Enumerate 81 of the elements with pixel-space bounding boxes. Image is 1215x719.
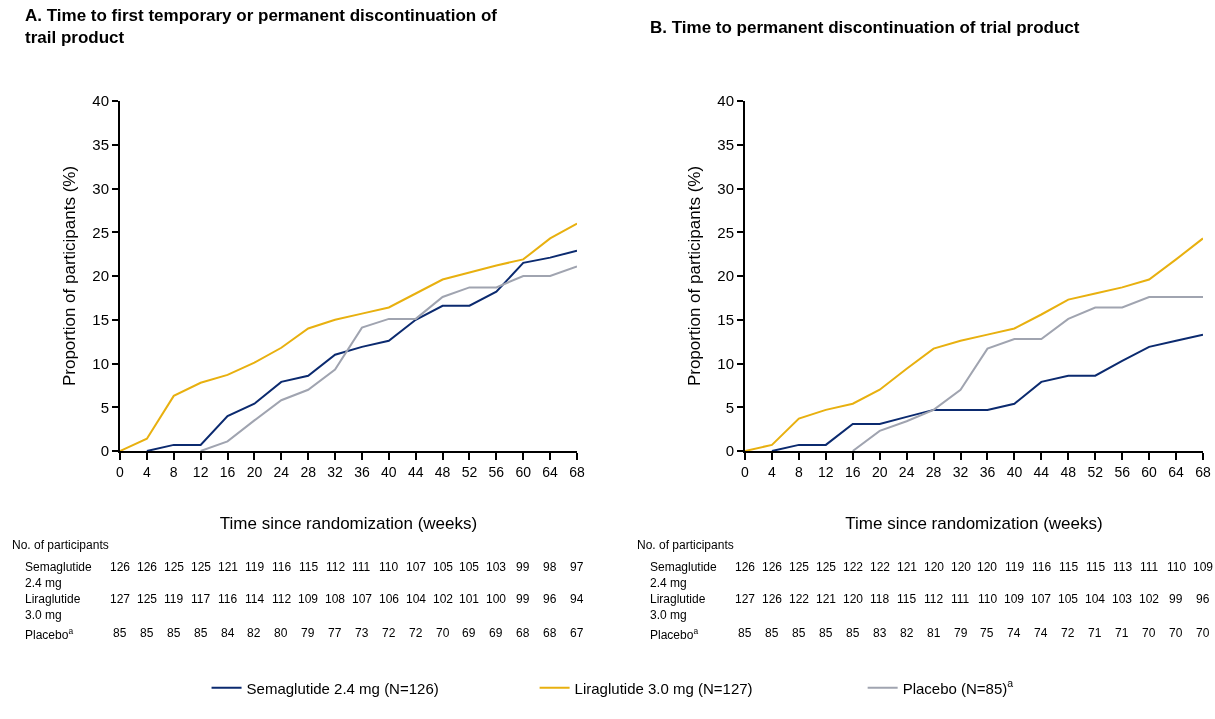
chart-title: B. Time to permanent discontinuation of trial product <box>650 18 1080 38</box>
x-tick-label: 20 <box>871 463 888 480</box>
text: 85 85 85 85 85 83 82 81 79 75 74 74 72 71 71 70 70 70 <box>738 626 1210 640</box>
y-tick-label: 10 <box>717 354 734 372</box>
y-tick-label: 35 <box>717 136 734 153</box>
y-tick-label: 25 <box>92 223 109 241</box>
x-tick-label: 36 <box>354 463 370 480</box>
line-series <box>199 265 577 451</box>
x-tick-label: 8 <box>794 463 803 480</box>
line-series <box>145 249 577 451</box>
text: 126 126 125 125 122 122 121 120 120 120 119 116 115 115 113 111 110 109 <box>735 560 1214 574</box>
y-tick-label: 30 <box>717 179 734 197</box>
x-tick-label: 16 <box>219 463 236 480</box>
x-tick-label: 32 <box>327 463 344 480</box>
text: Semaglutide 2.4 mg <box>650 560 718 590</box>
x-tick-label: 0 <box>116 463 125 480</box>
line-series <box>770 333 1203 451</box>
x-tick-label: 16 <box>844 463 861 480</box>
x-tick-label: 12 <box>192 463 209 480</box>
y-tick-label: 0 <box>725 442 734 460</box>
x-tick-label: 24 <box>898 463 915 480</box>
x-tick-label: 60 <box>1141 463 1158 480</box>
y-tick-label: 35 <box>92 136 109 153</box>
text: Semaglutide 2.4 mg <box>25 560 93 590</box>
line-series <box>851 296 1203 451</box>
legend-label: Placebo (N=85)$^{a}$ <box>902 677 1014 697</box>
x-tick-label: 56 <box>1114 463 1131 480</box>
y-tick-label: 20 <box>92 267 109 285</box>
x-tick-label: 60 <box>515 463 532 480</box>
text: No. of participants <box>12 538 109 552</box>
y-tick-label: 30 <box>92 179 109 197</box>
x-tick-label: 52 <box>1087 463 1104 480</box>
x-tick-label: 4 <box>768 463 777 480</box>
x-tick-label: 56 <box>488 463 505 480</box>
text: Liraglutide 3.0 mg <box>650 592 706 622</box>
x-tick-label: 44 <box>407 463 424 480</box>
y-tick-label: 40 <box>717 92 734 110</box>
y-tick-label: 15 <box>92 311 109 328</box>
x-tick-label: 40 <box>1006 463 1023 480</box>
y-axis-title: Proportion of participants (%) <box>685 165 705 387</box>
x-tick-label: 28 <box>925 463 942 480</box>
y-tick-label: 0 <box>100 442 109 460</box>
x-tick-label: 64 <box>1168 463 1185 480</box>
legend-label: Liraglutide 3.0 mg (N=127) <box>574 679 753 697</box>
text: Placebo$^{a}$ <box>650 626 699 643</box>
x-tick-label: 64 <box>542 463 559 480</box>
x-tick-label: 48 <box>434 463 451 480</box>
y-tick-label: 5 <box>725 398 734 416</box>
y-tick-label: 10 <box>92 354 109 372</box>
text: No. of participants <box>637 538 734 552</box>
x-tick-label: 52 <box>461 463 478 480</box>
text: Liraglutide 3.0 mg <box>25 592 81 622</box>
chart-title: A. Time to first temporary or permanent discontinuation of trail product <box>25 6 498 48</box>
x-tick-label: 12 <box>818 463 834 480</box>
legend-label: Semaglutide 2.4 mg (N=126) <box>246 679 439 697</box>
x-tick-label: 0 <box>741 463 750 480</box>
text: 127 126 122 121 120 118 115 112 111 110 109 107 105 104 103 102 99 96 <box>735 592 1210 606</box>
text: 85 85 85 85 84 82 80 79 77 73 72 72 70 69 69 68 68 67 <box>113 626 584 640</box>
x-tick-label: 28 <box>300 463 317 480</box>
x-tick-label: 4 <box>142 463 151 480</box>
x-tick-label: 32 <box>952 463 969 480</box>
y-tick-label: 20 <box>717 267 734 285</box>
x-tick-label: 24 <box>273 463 290 480</box>
y-axis-title: Proportion of participants (%) <box>60 165 80 387</box>
x-tick-label: 40 <box>381 463 397 480</box>
y-tick-label: 5 <box>100 398 109 416</box>
text: 126 126 125 125 121 119 116 115 112 111 110 107 105 105 103 99 98 97 <box>110 560 584 574</box>
x-tick-label: 36 <box>979 463 996 480</box>
x-tick-label: 48 <box>1060 463 1077 480</box>
x-tick-label: 68 <box>1195 463 1211 480</box>
text: 127 125 119 117 116 114 112 109 108 107 106 104 102 101 100 99 96 94 <box>110 592 584 606</box>
y-tick-label: 40 <box>92 92 109 110</box>
x-axis-title: Time since randomization (weeks) <box>845 513 1103 533</box>
y-tick-label: 15 <box>717 311 734 328</box>
x-axis-title: Time since randomization (weeks) <box>219 513 478 533</box>
y-tick-label: 25 <box>717 223 734 241</box>
text: Placebo$^{a}$ <box>25 626 74 643</box>
x-tick-label: 44 <box>1033 463 1050 480</box>
x-tick-label: 20 <box>246 463 263 480</box>
x-tick-label: 68 <box>569 463 585 480</box>
x-tick-label: 8 <box>169 463 178 480</box>
